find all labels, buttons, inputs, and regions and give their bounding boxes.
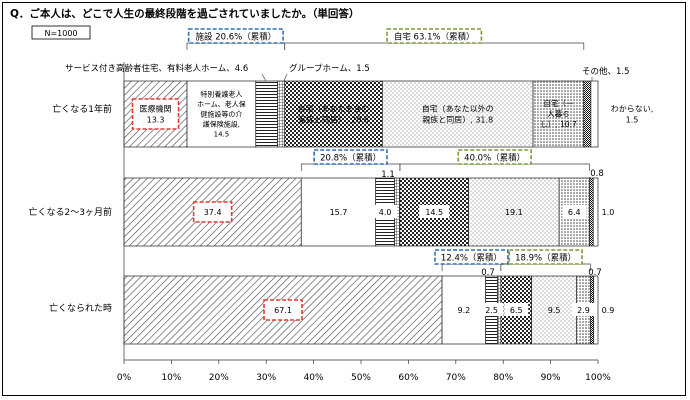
label-backdrop — [504, 303, 529, 316]
cumulative-box — [313, 149, 388, 165]
callout-label: 0.7 — [588, 268, 602, 278]
x-tick-label: 70% — [446, 373, 466, 383]
segment-value-label: 6.5 — [510, 306, 523, 315]
x-tick-label: 40% — [304, 373, 324, 383]
cumulative-box — [434, 249, 509, 265]
bar-segment — [381, 80, 534, 148]
callout-label: 1.1 — [381, 170, 395, 180]
chart-frame — [2, 2, 686, 396]
sample-note: N=1000 — [44, 29, 77, 38]
x-tick-label: 30% — [256, 373, 276, 383]
label-backdrop — [479, 303, 504, 316]
segment-value-label: 19.1 — [505, 208, 523, 217]
segment-value-label: 9.5 — [548, 306, 561, 315]
bar-segment — [589, 177, 594, 247]
x-tick-label: 20% — [209, 373, 229, 383]
cumulative-box — [457, 149, 532, 165]
segment-value-label: 1.0 — [602, 208, 615, 217]
cumulative-bracket — [186, 42, 286, 50]
category-label: 亡くなる2〜3ヶ月前 — [29, 206, 112, 218]
bar-segment — [441, 275, 487, 345]
segment-value-label: 37.4 — [204, 208, 222, 217]
cumulative-label: 12.4%（累積） — [441, 253, 502, 264]
segment-value-label: 自宅（一人暮らし）, 10.7 — [540, 98, 577, 129]
callout-label: 0.8 — [590, 169, 604, 179]
callout-leader — [283, 73, 288, 82]
cumulative-label: 40.0%（累積） — [464, 153, 525, 164]
sample-note-box — [31, 25, 91, 40]
segment-value-label: 9.2 — [457, 306, 470, 315]
x-tick-label: 60% — [398, 373, 418, 383]
cumulative-label: 18.9%（累積） — [515, 253, 576, 264]
segment-value-label: 0.9 — [602, 306, 615, 315]
segment-value-label: 自宅（あなたを含む家族と同居）, 20.6 — [298, 103, 370, 124]
category-label: 亡くなる1年前 — [52, 103, 112, 115]
bar-segment — [583, 80, 592, 148]
cumulative-bracket — [284, 42, 585, 50]
x-tick-label: 80% — [493, 373, 513, 383]
bar-segment — [284, 80, 383, 148]
bar-segment — [590, 80, 599, 148]
segment-value-label: 6.4 — [568, 208, 581, 217]
label-backdrop — [419, 205, 450, 218]
x-tick-label: 90% — [541, 373, 561, 383]
bar-segment — [592, 177, 599, 247]
segment-value-label: わからない, 1.5 — [611, 104, 654, 124]
cumulative-bracket — [500, 263, 591, 271]
segment-value-label: 特別養護老人ホーム、老人保健施設等の介護保険施設, 14.5 — [197, 89, 246, 138]
chart-title: Q．ご本人は、どこで人生の最終段階を過ごされていましたか。（単回答） — [10, 7, 359, 20]
segment-value-label: 自宅（あなた以外の親族と同居）, 31.8 — [422, 103, 494, 124]
callout-label: その他、1.5 — [582, 66, 630, 77]
bar-segment — [468, 177, 560, 247]
highlight-box — [131, 98, 180, 130]
bar-segment — [186, 80, 257, 148]
callout-label: 0.7 — [481, 268, 495, 278]
segment-value-label: 14.5 — [425, 208, 443, 217]
segment-value-label: 医療機関 13.3 — [140, 103, 172, 124]
cumulative-box — [508, 249, 583, 265]
x-tick-label: 50% — [351, 373, 371, 383]
cumulative-label: 20.8%（累積） — [320, 153, 381, 164]
bar-segment — [531, 275, 578, 345]
cumulative-bracket — [399, 163, 590, 171]
cumulative-box — [187, 28, 284, 44]
segment-value-label: 4.0 — [379, 208, 392, 217]
x-tick-label: 0% — [117, 373, 132, 383]
cumulative-label: 施設 20.6%（累積） — [196, 32, 277, 43]
x-tick-label: 100% — [585, 373, 611, 383]
bar-segment — [255, 80, 278, 148]
callout-leader — [261, 73, 267, 82]
label-backdrop — [571, 303, 596, 316]
label-backdrop — [373, 205, 398, 218]
cumulative-box — [386, 28, 483, 44]
highlight-box — [192, 201, 233, 223]
segment-value-label: 2.9 — [577, 306, 590, 315]
bar-segment — [277, 80, 286, 148]
label-backdrop — [562, 205, 587, 218]
callout-label: サービス付き高齢者住宅、有料老人ホーム、4.6 — [65, 63, 248, 74]
segment-value-label: 67.1 — [274, 306, 292, 315]
category-label: 亡くなられた時 — [49, 302, 112, 314]
bar-segment — [532, 80, 585, 148]
bar-segment — [300, 177, 377, 247]
segment-value-label: 15.7 — [330, 208, 348, 217]
callout-label: グループホーム、1.5 — [289, 63, 370, 74]
highlight-box — [263, 299, 303, 321]
segment-value-label: 2.5 — [485, 306, 498, 315]
cumulative-label: 自宅 63.1%（累積） — [394, 32, 475, 43]
x-tick-label: 10% — [161, 373, 181, 383]
